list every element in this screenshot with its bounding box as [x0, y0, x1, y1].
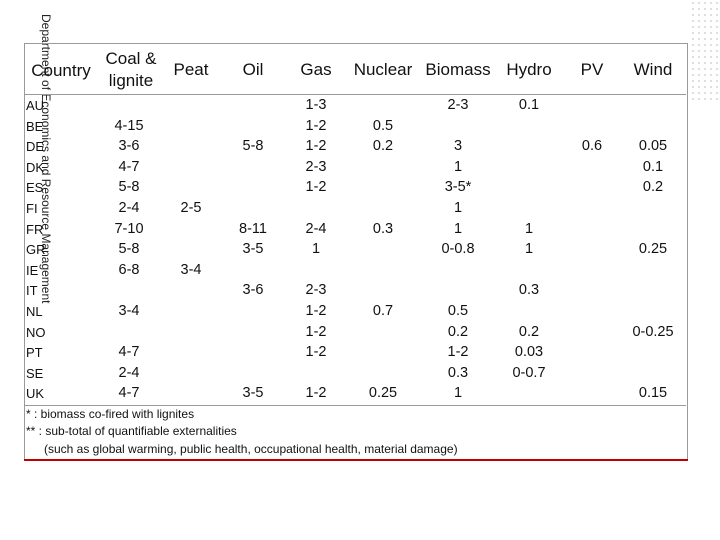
row-country-code: FR — [26, 221, 44, 237]
cell-oil: 3-5 — [242, 241, 264, 258]
red-accent-line — [24, 459, 688, 461]
cell-biomass: 0.5 — [447, 303, 469, 319]
cell-coal: 4-7 — [118, 158, 140, 175]
cell-gas: 1-2 — [305, 138, 327, 155]
cell-gas: 1-2 — [305, 303, 327, 319]
cell-peat: 3-4 — [180, 261, 202, 278]
cell-biomass: 1-2 — [447, 344, 469, 361]
header-divider — [24, 94, 686, 95]
cell-oil: 5-8 — [242, 138, 264, 155]
cell-wind: 0.05 — [638, 138, 668, 155]
cell-nuclear: 0.5 — [372, 117, 394, 134]
cell-wind: 0-0.25 — [632, 323, 674, 340]
footnote-subtotal: ** : sub-total of quantifiable externali… — [26, 424, 237, 438]
header-nuclear: Nuclear — [353, 60, 413, 79]
cell-peat: 2-5 — [180, 200, 202, 216]
cell-gas: 1-2 — [305, 117, 327, 134]
cell-biomass: 0.2 — [447, 323, 469, 340]
row-country-code: IT — [26, 283, 38, 299]
row-country-code: FI — [26, 201, 38, 216]
cell-coal: 2-4 — [118, 364, 140, 381]
cell-hydro: 0.03 — [514, 344, 544, 361]
row-country-code: NL — [26, 304, 43, 319]
cell-hydro: 0.2 — [518, 323, 540, 340]
footnote-biomass: * : biomass co-fired with lignites — [26, 407, 195, 421]
header-biomass: Biomass — [425, 60, 491, 79]
cell-hydro: 1 — [524, 241, 534, 258]
row-country-code: PT — [26, 345, 43, 361]
footnote-divider — [24, 405, 686, 406]
cell-coal: 2-4 — [118, 200, 140, 216]
row-country-code: DE — [26, 139, 45, 155]
cell-biomass: 3 — [453, 138, 463, 155]
header-hydro: Hydro — [506, 60, 552, 79]
cell-biomass: 1 — [453, 385, 463, 402]
row-country-code: NO — [26, 324, 46, 340]
cell-nuclear: 0.7 — [372, 303, 394, 319]
cell-oil: 3-5 — [242, 385, 264, 402]
cell-hydro: 0.3 — [518, 282, 540, 299]
row-country-code: GR — [26, 242, 46, 258]
cell-biomass: 2-3 — [447, 97, 469, 113]
cell-coal: 5-8 — [118, 179, 140, 196]
cell-biomass: 0-0.8 — [441, 241, 475, 258]
cell-coal: 7-10 — [114, 220, 144, 237]
cell-coal: 6-8 — [118, 261, 140, 278]
cell-gas: 1-2 — [305, 179, 327, 196]
cell-gas: 2-3 — [305, 282, 327, 299]
cell-biomass: 1 — [453, 220, 463, 237]
cell-nuclear: 0.3 — [372, 220, 394, 237]
cell-gas: 1-3 — [305, 97, 327, 113]
cell-biomass: 1 — [453, 200, 463, 216]
cell-wind: 0.1 — [642, 158, 664, 175]
cell-hydro: 1 — [524, 220, 534, 237]
cell-coal: 4-7 — [118, 385, 140, 402]
header-country: Country — [31, 61, 91, 80]
header-pv: PV — [580, 60, 604, 79]
cell-nuclear: 0.2 — [372, 138, 394, 155]
decorative-dot-pattern — [690, 0, 720, 100]
row-country-code: IE — [26, 262, 39, 278]
row-country-code: SE — [26, 365, 44, 381]
cell-oil: 3-6 — [242, 282, 264, 299]
cell-gas: 1-2 — [305, 385, 327, 402]
cell-gas: 2-4 — [305, 220, 327, 237]
cell-coal: 5-8 — [118, 241, 140, 258]
header-oil: Oil — [242, 60, 264, 79]
row-country-code: UK — [26, 386, 45, 402]
row-country-code: ES — [26, 180, 44, 196]
cell-hydro: 0-0.7 — [512, 364, 546, 381]
cell-coal: 3-4 — [118, 303, 140, 319]
footnote-externalities: (such as global warming, public health, … — [44, 442, 458, 456]
header-gas: Gas — [300, 60, 332, 79]
cell-biomass: 0.3 — [447, 364, 469, 381]
cell-wind: 0.2 — [642, 179, 664, 196]
row-country-code: BE — [26, 118, 44, 134]
cell-coal: 4-7 — [118, 344, 140, 361]
row-country-code: AU — [26, 98, 45, 113]
cell-coal: 4-15 — [114, 117, 144, 134]
cell-gas: 2-3 — [305, 158, 327, 175]
cell-gas: 1-2 — [305, 323, 327, 340]
cell-nuclear: 0.25 — [368, 385, 398, 402]
header-coal-lignite: Coal & lignite — [105, 49, 157, 90]
header-wind: Wind — [633, 60, 673, 79]
header-peat: Peat — [173, 60, 209, 79]
cell-hydro: 0.1 — [518, 97, 540, 113]
cell-gas: 1 — [311, 241, 321, 258]
cell-wind: 0.15 — [638, 385, 668, 402]
cell-gas: 1-2 — [305, 344, 327, 361]
cell-biomass: 1 — [453, 158, 463, 175]
row-country-code: DK — [26, 159, 45, 175]
cell-wind: 0.25 — [638, 241, 668, 258]
cell-pv: 0.6 — [581, 138, 603, 155]
cell-oil: 8-11 — [239, 220, 267, 237]
cell-biomass: 3-5* — [444, 179, 472, 196]
cell-coal: 3-6 — [118, 138, 140, 155]
